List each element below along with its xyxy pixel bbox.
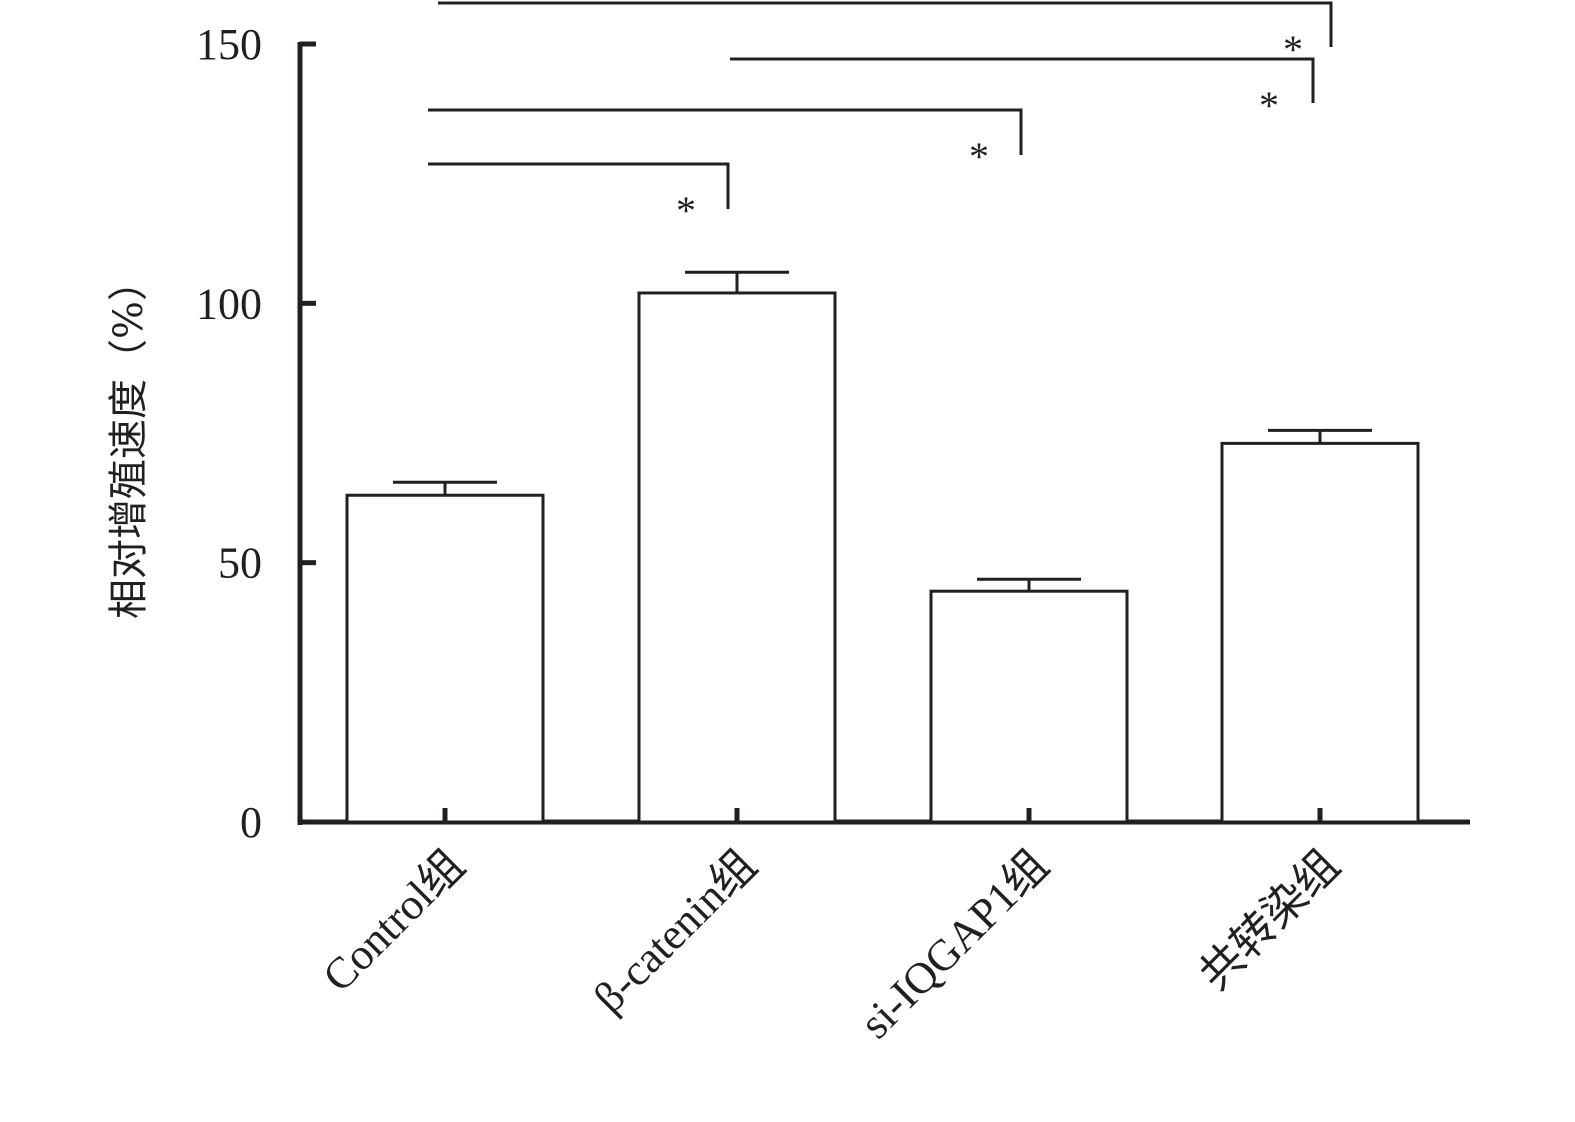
y-tick-label-150: 150 [196,20,262,69]
x-tick-label-3: 共转染组 [1190,840,1349,999]
x-tick-label-2: si-IQGAP1组 [851,840,1059,1048]
significance-bracket-1 [428,108,1023,155]
y-axis-label: 相对增殖速度（%） [106,261,152,619]
y-tick-label-50: 50 [218,539,262,588]
significance-bracket-0 [428,162,730,209]
y-tick-label-100: 100 [196,279,262,328]
bar-1 [637,291,837,824]
significance-star-1: * [969,134,989,179]
bar-2 [929,589,1129,824]
significance-star-3: * [1283,27,1303,72]
significance-star-2: * [1259,83,1279,128]
significance-bracket-3 [438,1,1333,47]
significance-star-0: * [676,188,696,233]
plot-area: 0 50 100 150 Control组 β-catenin组 si-IQGAP1组 共转染… [196,1,1470,1048]
y-tick-label-0: 0 [240,798,262,847]
bar-3 [1220,441,1420,824]
x-tick-label-0: Control组 [313,840,474,1001]
bar-0 [345,493,545,824]
x-tick-label-1: β-catenin组 [584,840,766,1022]
significance-bracket-2 [730,57,1315,103]
